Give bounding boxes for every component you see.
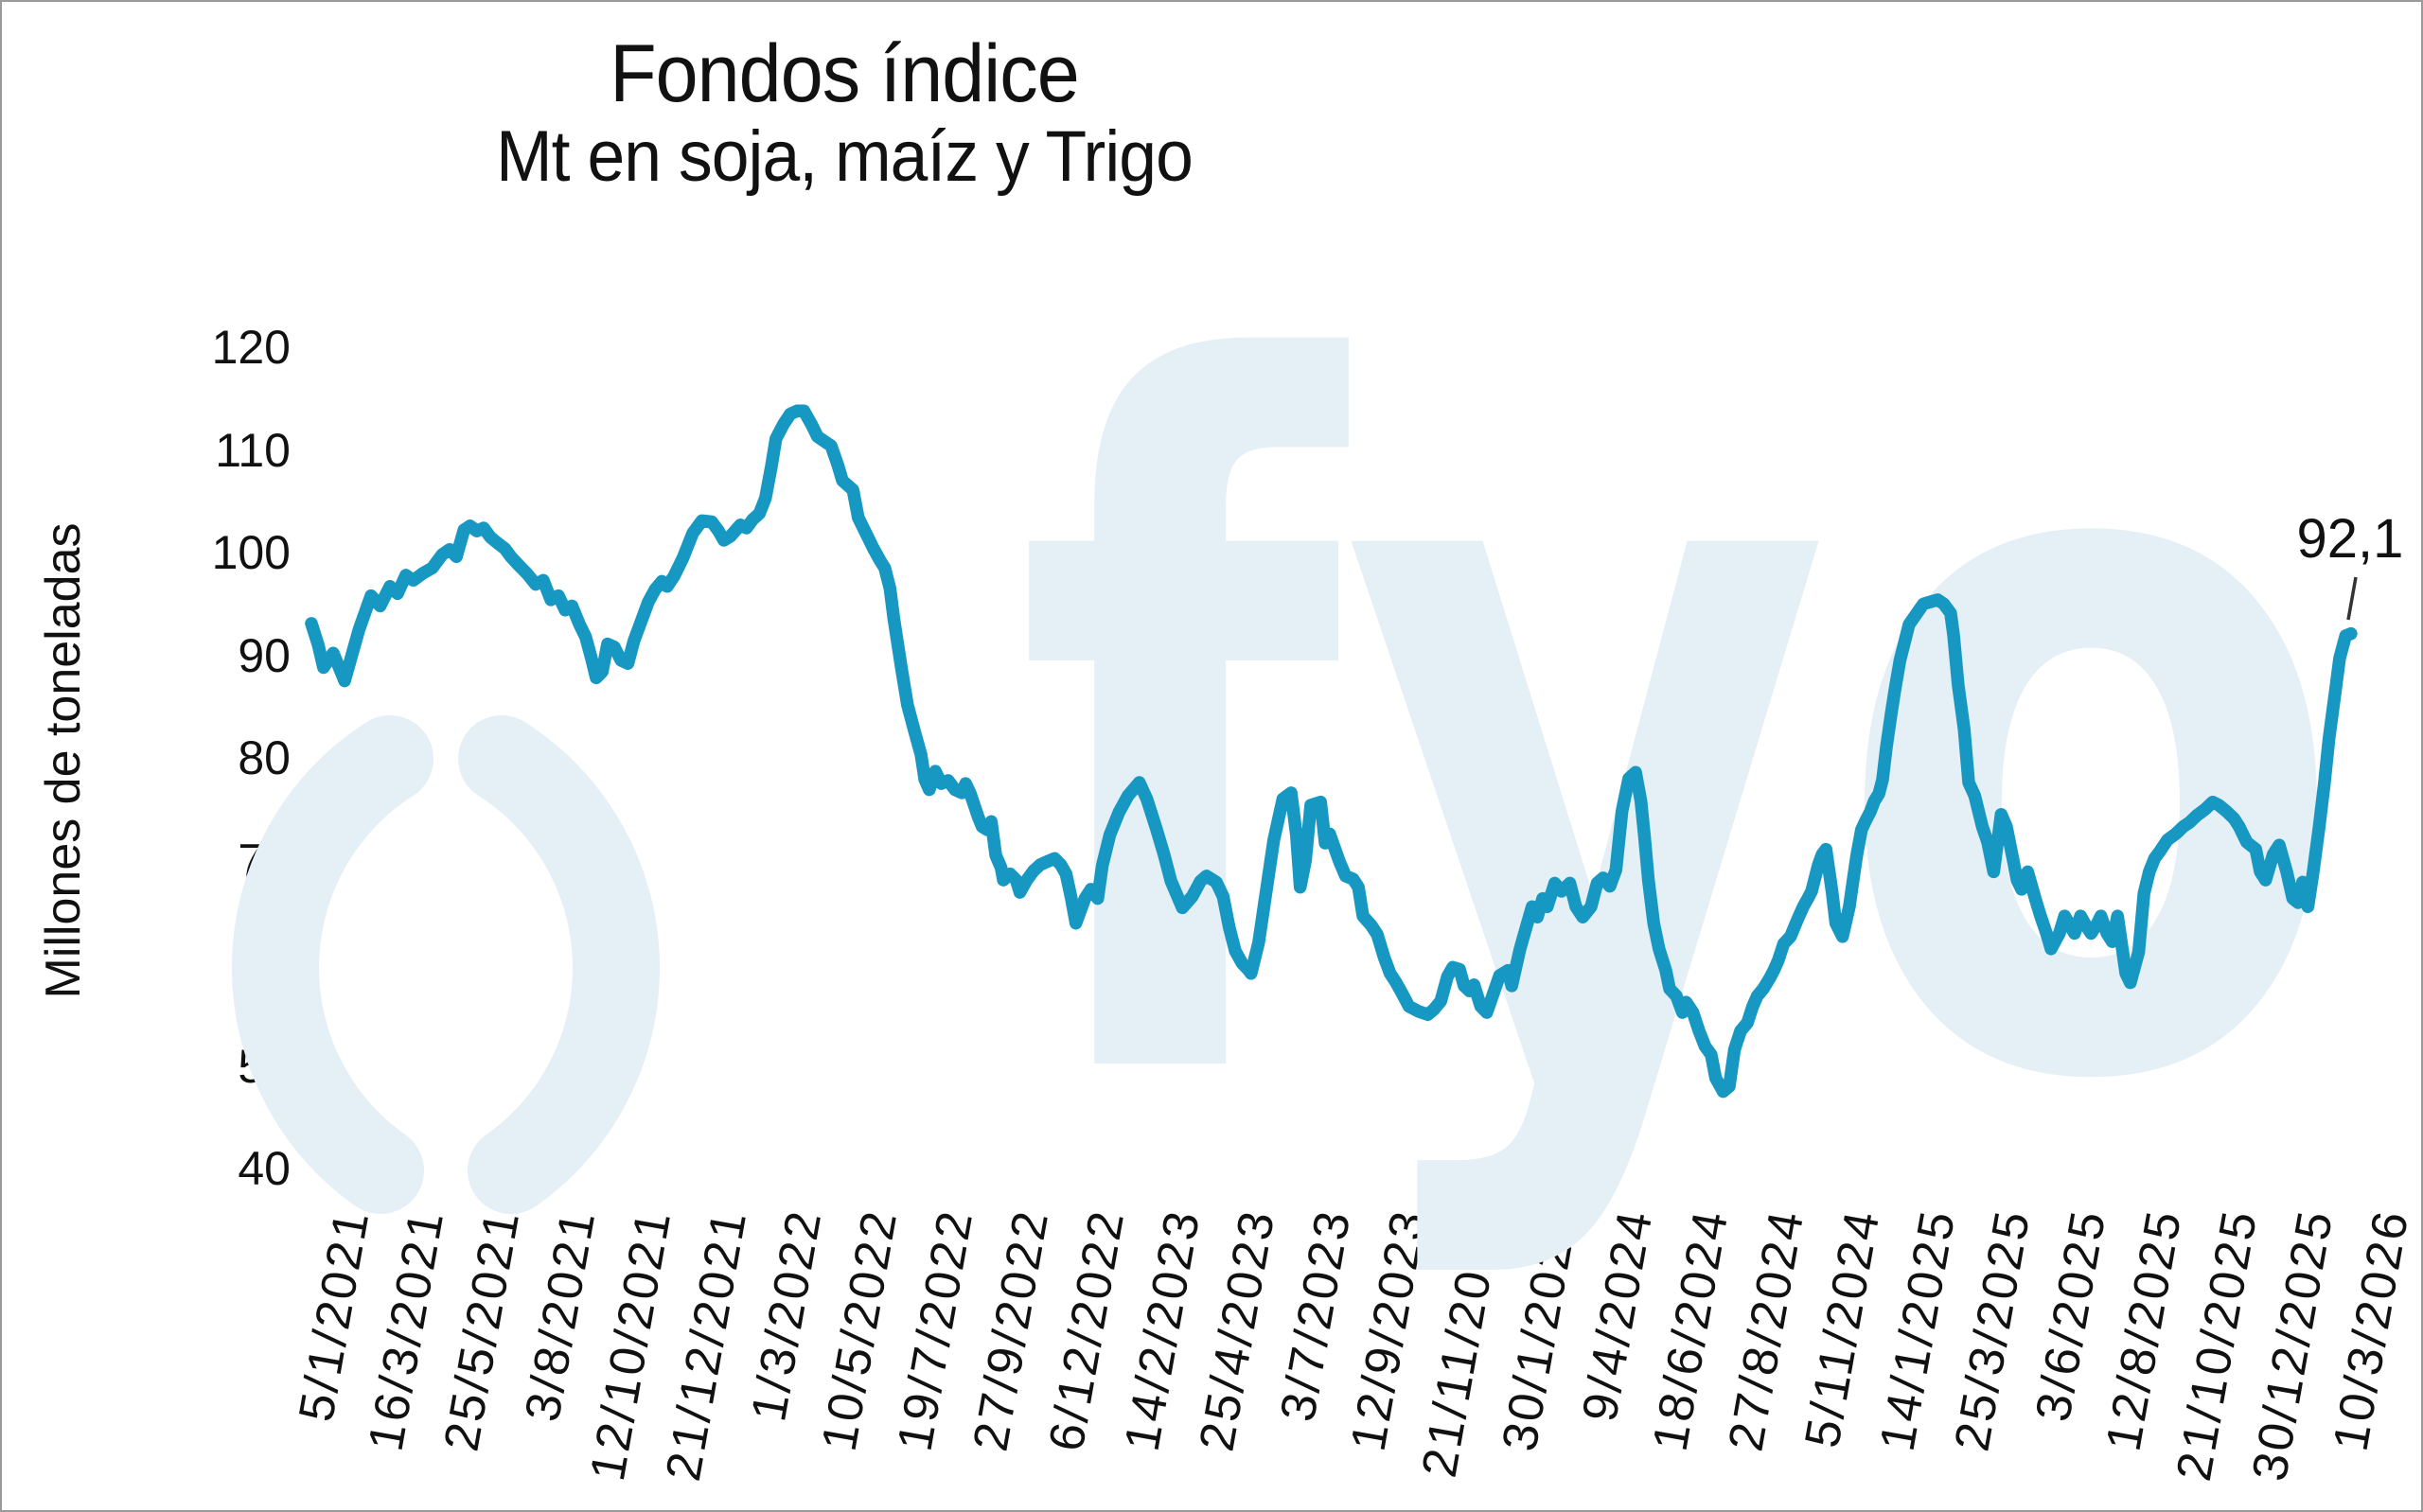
data-line-series: [305, 404, 2358, 1099]
watermark-right-paren-icon: [458, 715, 661, 1214]
y-tick-label: 40: [238, 1142, 291, 1195]
y-tick-label: 110: [215, 423, 291, 477]
last-value-annotation: 92,1: [2296, 508, 2404, 570]
y-tick-label: 90: [238, 628, 291, 682]
watermark-left-paren-icon: [231, 715, 433, 1214]
annotation-callout-line: [2346, 576, 2358, 621]
chart-subtitle: Mt en soja, maíz y Trigo: [496, 116, 1194, 197]
y-tick-label: 100: [211, 526, 291, 579]
fyo-watermark: fyo: [231, 177, 2349, 1290]
chart-title: Fondos índice: [610, 28, 1080, 119]
y-tick-label: 80: [238, 731, 291, 784]
watermark-text: fyo: [1015, 177, 2349, 1290]
y-tick-label: 120: [211, 321, 291, 374]
